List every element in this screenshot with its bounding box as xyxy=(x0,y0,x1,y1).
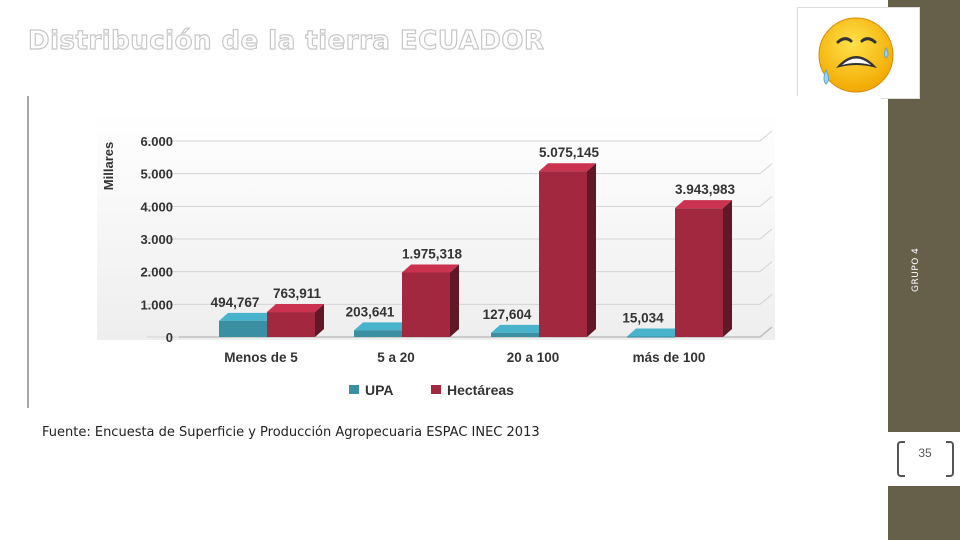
land-distribution-chart: 0 1.000 2.000 3.000 4.000 5.000 6.000 Menos de… xyxy=(27,96,881,408)
bar-hectareas xyxy=(402,272,450,337)
gridline-depth xyxy=(759,195,773,207)
legend-swatch xyxy=(431,385,441,394)
gridline-depth xyxy=(759,228,773,240)
gridline-depth xyxy=(759,130,773,142)
slide-title: Distribución de la tierra ECUADOR xyxy=(27,25,545,56)
bar-upa-top xyxy=(354,322,411,331)
y-axis-label: Millares xyxy=(101,142,116,190)
bar-upa xyxy=(491,332,539,337)
y-tick-label: 6.000 xyxy=(140,134,173,149)
y-tick-label: 4.000 xyxy=(140,199,173,214)
bar-hectareas-top xyxy=(267,304,324,313)
chart-svg: 0 1.000 2.000 3.000 4.000 5.000 6.000 Menos de… xyxy=(27,96,881,408)
chart-left-border xyxy=(27,96,29,408)
bar-hectareas xyxy=(539,171,587,337)
gridline-depth xyxy=(759,261,773,273)
bar-hectareas xyxy=(267,312,315,337)
bar-upa-label: 203,641 xyxy=(346,304,395,319)
bar-upa xyxy=(627,336,675,338)
bar-upa-top xyxy=(219,312,276,321)
bar-hectareas-label: 763,911 xyxy=(273,286,322,301)
bar-upa xyxy=(219,320,267,337)
y-tick-label: 3.000 xyxy=(140,232,173,247)
gridline-depth xyxy=(759,293,773,305)
x-tick-label: 20 a 100 xyxy=(507,350,560,365)
crying-face-icon xyxy=(797,7,920,99)
y-tick-label: 0 xyxy=(166,330,173,345)
bar-upa-label: 127,604 xyxy=(483,307,532,322)
bar-hectareas-side xyxy=(723,200,732,337)
x-tick-label: 5 a 20 xyxy=(377,350,415,365)
bar-hectareas-top xyxy=(539,163,596,172)
bar-hectareas-side xyxy=(587,163,596,337)
legend-label: Hectáreas xyxy=(447,382,514,398)
bar-upa-top xyxy=(491,324,548,333)
bar-hectareas xyxy=(675,208,723,337)
gridline-depth xyxy=(759,163,773,175)
source-note: Fuente: Encuesta de Superficie y Producc… xyxy=(42,425,540,440)
bar-hectareas-label: 5.075,145 xyxy=(539,145,600,160)
bar-hectareas-label: 1.975,318 xyxy=(402,246,463,261)
page-bracket-left xyxy=(897,441,905,477)
legend-swatch xyxy=(349,385,359,394)
legend-label: UPA xyxy=(365,382,394,398)
bar-hectareas-top xyxy=(675,200,732,209)
bar-hectareas-top xyxy=(402,264,459,273)
bar-hectareas-label: 3.943,983 xyxy=(675,182,736,197)
y-tick-label: 1.000 xyxy=(140,297,173,312)
y-tick-label: 5.000 xyxy=(140,167,173,182)
x-tick-label: Menos de 5 xyxy=(224,350,298,365)
page-number: 35 xyxy=(918,446,932,460)
bar-upa-top xyxy=(627,328,684,337)
page-bracket-right xyxy=(946,441,954,477)
bar-upa-label: 494,767 xyxy=(211,295,260,310)
y-tick-label: 2.000 xyxy=(140,265,173,280)
x-tick-label: más de 100 xyxy=(633,350,706,365)
bar-upa xyxy=(354,330,402,337)
bar-upa-label: 15,034 xyxy=(622,311,664,326)
bar-hectareas-side xyxy=(315,304,324,337)
bar-hectareas-side xyxy=(450,264,459,337)
